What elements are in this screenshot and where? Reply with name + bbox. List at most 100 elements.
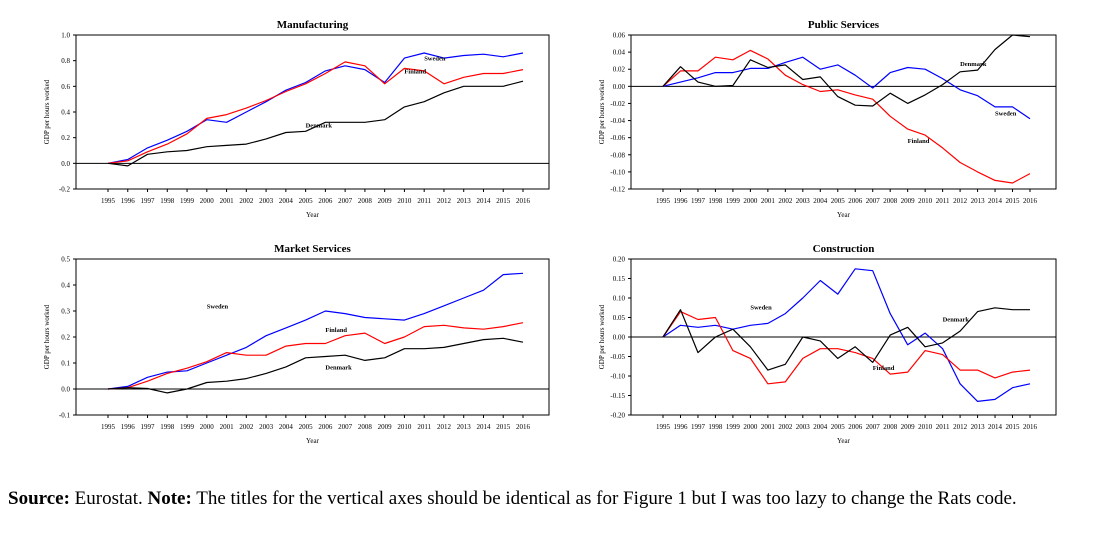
x-tick-label: 1996 [673, 423, 688, 431]
x-tick-label: 2006 [848, 197, 863, 205]
x-tick-label: 2000 [200, 197, 215, 205]
x-tick-label: 2007 [338, 197, 353, 205]
x-tick-label: 1998 [708, 423, 723, 431]
x-tick-label: 2014 [476, 423, 491, 431]
x-tick-label: 2008 [883, 423, 898, 431]
y-tick-label: 0.00 [613, 83, 626, 91]
chart-market-services: Market Services -0.1 0.0 0.1 0.2 0.3 0.4 0.5 GDP… [43, 243, 550, 445]
x-tick-label: 2009 [901, 423, 916, 431]
y-tick-label: 0.2 [61, 134, 70, 142]
y-tick-label: 0.20 [613, 256, 626, 264]
series-annotation-finland: Finland [404, 69, 426, 76]
series-annotation-sweden: Sweden [750, 305, 772, 312]
source-label: Source: [8, 488, 70, 509]
y-tick-label: 0.00 [613, 334, 626, 342]
x-tick-label: 2008 [883, 197, 898, 205]
x-tick-label: 2001 [220, 423, 235, 431]
x-tick-label: 2011 [417, 197, 431, 205]
note-text: The titles for the vertical axes should … [191, 488, 1017, 509]
x-tick-label: 1998 [160, 423, 175, 431]
x-tick-label: 2003 [259, 197, 274, 205]
x-tick-label: 2005 [831, 423, 846, 431]
x-tick-label: 2002 [778, 423, 793, 431]
x-tick-label: 2009 [378, 423, 393, 431]
series-line-finland [107, 61, 524, 164]
x-tick-label: 2014 [988, 197, 1003, 205]
x-tick-label: 2000 [743, 197, 758, 205]
plot-frame [75, 258, 550, 416]
series-annotation-denmark: Denmark [325, 365, 352, 372]
series-annotation-denmark: Denmark [306, 122, 333, 129]
x-tick-label: 2008 [358, 423, 373, 431]
y-tick-label: 0.6 [61, 83, 70, 91]
series-annotation-sweden: Sweden [424, 56, 446, 63]
y-tick-label: 0.10 [613, 295, 626, 303]
note-label: Note: [147, 488, 192, 509]
x-tick-label: 1999 [180, 197, 195, 205]
y-tick-label: 0.02 [613, 66, 626, 74]
chart-manufacturing: Manufacturing -0.2 0.0 0.2 0.4 0.6 0.8 1.0 GDP p… [43, 19, 550, 219]
chart-public-services: Public Services -0.12 -0.10 -0.08 -0.06 -0.04… [598, 19, 1057, 219]
x-tick-label: 2007 [866, 197, 881, 205]
series-line-denmark [662, 307, 1030, 371]
series-line-finland [662, 311, 1031, 385]
x-tick-label: 2009 [901, 197, 916, 205]
y-axis-label: GDP per hours worked [43, 304, 51, 369]
series-line-sweden [107, 272, 524, 390]
x-tick-label: 2016 [516, 423, 531, 431]
y-tick-label: 0.4 [61, 282, 70, 290]
x-tick-label: 2009 [378, 197, 393, 205]
y-tick-label: 0.05 [613, 314, 626, 322]
x-tick-label: 1996 [121, 423, 136, 431]
series-line-finland [662, 49, 1031, 184]
x-tick-label: 2010 [918, 423, 933, 431]
x-tick-label: 2015 [496, 197, 511, 205]
y-tick-label: -0.02 [610, 100, 625, 108]
x-tick-label: 2002 [778, 197, 793, 205]
x-tick-label: 2005 [299, 423, 314, 431]
x-tick-label: 1997 [141, 197, 156, 205]
x-tick-label: 2013 [971, 197, 986, 205]
x-tick-label: 2013 [457, 197, 472, 205]
x-tick-label: 2015 [1006, 423, 1021, 431]
series-annotation-denmark: Denmark [943, 316, 970, 323]
y-tick-label: 0.5 [61, 256, 70, 264]
x-tick-label: 1996 [673, 197, 688, 205]
chart-grid: Manufacturing -0.2 0.0 0.2 0.4 0.6 0.8 1.0 GDP p… [43, 19, 1057, 445]
figure-caption: Source: Eurostat. Note: The titles for t… [8, 486, 1103, 511]
y-tick-label: -0.04 [610, 117, 625, 125]
y-tick-label: -0.2 [59, 186, 71, 194]
x-tick-label: 2000 [743, 423, 758, 431]
series-line-finland [107, 322, 524, 390]
x-tick-label: 2016 [1023, 197, 1038, 205]
x-tick-label: 2003 [259, 423, 274, 431]
x-tick-label: 2004 [813, 423, 828, 431]
x-tick-label: 2007 [866, 423, 881, 431]
y-tick-label: -0.08 [610, 151, 625, 159]
x-tick-label: 1999 [180, 423, 195, 431]
x-tick-label: 2000 [200, 423, 215, 431]
y-tick-label: -0.1 [59, 412, 71, 420]
series-line-denmark [662, 34, 1031, 107]
x-tick-label: 2013 [457, 423, 472, 431]
x-tick-label: 2011 [417, 423, 431, 431]
x-tick-label: 2010 [918, 197, 933, 205]
y-tick-label: 0.3 [61, 308, 70, 316]
y-tick-label: -0.20 [610, 412, 625, 420]
y-tick-label: 0.2 [61, 334, 70, 342]
x-tick-label: 2012 [953, 197, 968, 205]
x-tick-label: 2006 [848, 423, 863, 431]
x-tick-label: 2002 [239, 423, 254, 431]
x-tick-label: 1997 [691, 197, 706, 205]
y-tick-label: 0.04 [613, 49, 626, 57]
series-annotation-finland: Finland [873, 365, 895, 372]
x-tick-label: 1999 [726, 197, 741, 205]
x-tick-label: 2011 [936, 423, 950, 431]
series-line-denmark [107, 80, 524, 167]
x-axis-label: Year [837, 437, 851, 445]
y-tick-label: 0.06 [613, 32, 626, 40]
x-tick-label: 2014 [476, 197, 491, 205]
x-tick-label: 1995 [656, 197, 671, 205]
x-tick-label: 2007 [338, 423, 353, 431]
x-axis-label: Year [306, 211, 320, 219]
